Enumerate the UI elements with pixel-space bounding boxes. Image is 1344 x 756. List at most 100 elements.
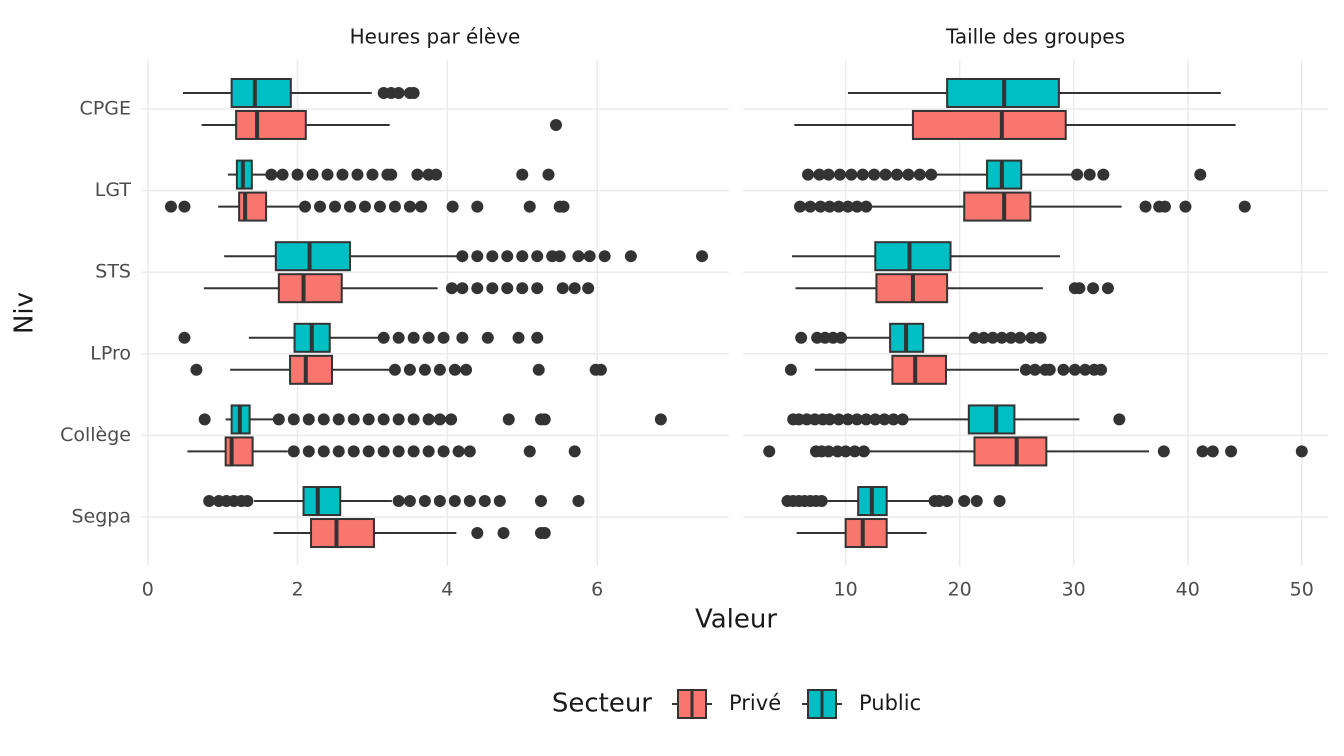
outlier [198, 413, 211, 426]
outlier [302, 413, 315, 426]
y-tick-label: CPGE [80, 97, 131, 119]
outlier [471, 527, 484, 540]
outlier [823, 200, 836, 213]
outlier [696, 250, 709, 263]
outlier [1073, 282, 1086, 295]
x-tick-label: 30 [1062, 579, 1086, 601]
outlier [868, 168, 881, 181]
outlier [553, 250, 566, 263]
legend-label: Public [859, 691, 921, 715]
outlier [317, 445, 330, 458]
outlier [437, 445, 450, 458]
box [277, 273, 343, 304]
outlier [845, 168, 858, 181]
outlier [531, 250, 544, 263]
outlier [860, 200, 873, 213]
outlier [422, 331, 435, 344]
outlier [502, 413, 515, 426]
box [911, 109, 1067, 140]
facet-title: Taille des groupes [945, 25, 1125, 49]
outlier [418, 363, 431, 376]
outlier [523, 200, 536, 213]
outlier [403, 363, 416, 376]
y-tick-label: LGT [95, 179, 132, 201]
outlier [549, 118, 562, 131]
outlier [377, 331, 390, 344]
box [967, 404, 1016, 435]
outlier [445, 282, 458, 295]
outlier [463, 445, 476, 458]
outlier [392, 86, 405, 99]
outlier [986, 331, 999, 344]
outlier [332, 413, 345, 426]
outlier [851, 200, 864, 213]
outlier [272, 413, 285, 426]
outlier [968, 331, 981, 344]
outlier [531, 331, 544, 344]
legend-title: Secteur [552, 689, 652, 719]
outlier [763, 445, 776, 458]
outlier [839, 445, 852, 458]
outlier [486, 282, 499, 295]
box [302, 486, 342, 517]
outlier [568, 445, 581, 458]
outlier [1004, 331, 1017, 344]
x-tick-label: 50 [1290, 579, 1314, 601]
outlier [276, 168, 289, 181]
outlier [516, 168, 529, 181]
outlier [1014, 331, 1027, 344]
outlier [1295, 445, 1308, 458]
outlier [392, 413, 405, 426]
outlier [598, 250, 611, 263]
outlier [925, 168, 938, 181]
y-tick-label: STS [95, 261, 131, 283]
outlier [1113, 413, 1126, 426]
outlier [471, 250, 484, 263]
outlier [407, 331, 420, 344]
outlier [164, 200, 177, 213]
outlier [582, 282, 595, 295]
outlier [332, 445, 345, 458]
outlier [822, 168, 835, 181]
outlier [835, 331, 848, 344]
outlier [1057, 363, 1070, 376]
outlier [568, 282, 581, 295]
outlier [486, 250, 499, 263]
y-tick-label: Segpa [71, 506, 131, 528]
outlier [832, 200, 845, 213]
outlier [556, 282, 569, 295]
outlier [860, 413, 873, 426]
box [891, 354, 947, 385]
outlier [433, 413, 446, 426]
facet-title: Heures par élève [350, 25, 521, 49]
outlier [890, 168, 903, 181]
outlier [913, 168, 926, 181]
outlier [1025, 331, 1038, 344]
outlier [448, 363, 461, 376]
box [274, 241, 351, 272]
box [230, 77, 292, 108]
outlier [572, 250, 585, 263]
outlier [388, 200, 401, 213]
outlier [422, 445, 435, 458]
outlier [493, 495, 506, 508]
outlier [1087, 282, 1100, 295]
box [844, 518, 888, 549]
x-tick-label: 10 [834, 579, 858, 601]
outlier [1225, 445, 1238, 458]
outlier [446, 200, 459, 213]
box [963, 191, 1032, 222]
outlier [501, 282, 514, 295]
outlier [887, 413, 900, 426]
outlier [1139, 200, 1152, 213]
outlier [347, 445, 360, 458]
outlier [857, 445, 870, 458]
outlier [542, 168, 555, 181]
outlier [856, 168, 869, 181]
outlier [478, 495, 491, 508]
x-tick-label: 6 [591, 579, 603, 601]
outlier [538, 413, 551, 426]
outlier [516, 282, 529, 295]
outlier [594, 363, 607, 376]
